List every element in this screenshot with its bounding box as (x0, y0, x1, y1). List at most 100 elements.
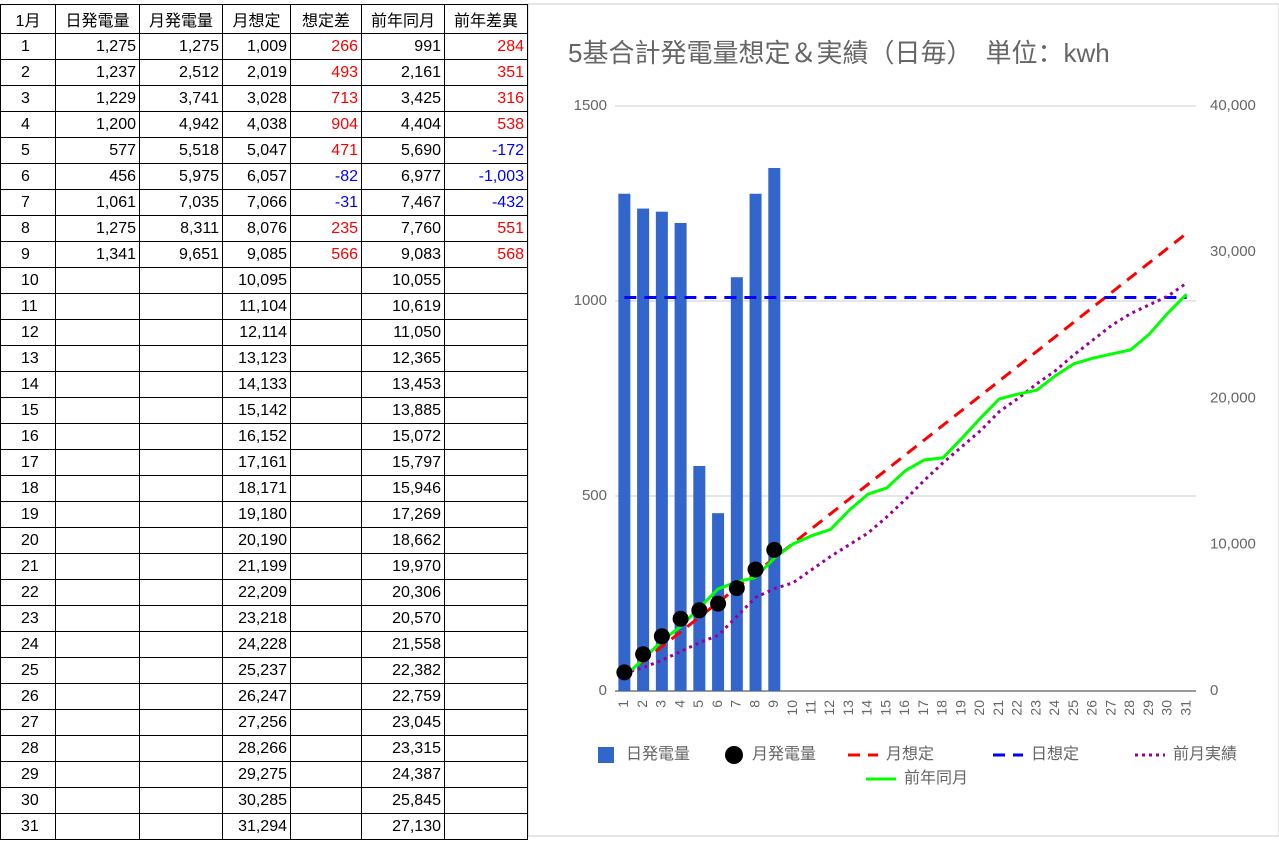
cell (139, 267, 223, 294)
cell: 16,152 (222, 423, 291, 450)
cell: 6,057 (222, 163, 291, 190)
cell: 5,518 (139, 137, 223, 164)
table-row: 17 17,161 15,797 (0, 449, 528, 476)
cell (55, 813, 140, 840)
chart-panel (528, 3, 1279, 837)
table-row: 9 1,341 9,651 9,085 566 9,083 568 (0, 241, 528, 268)
cell (55, 605, 140, 632)
cell: 23,218 (222, 605, 291, 632)
cell: 713 (290, 85, 362, 112)
cell (139, 553, 223, 580)
cell (444, 579, 528, 606)
cell: 566 (290, 241, 362, 268)
cell: 5,975 (139, 163, 223, 190)
cell: 5,690 (361, 137, 445, 164)
cell: 1,009 (222, 33, 291, 60)
cell: 12,114 (222, 319, 291, 346)
cell: 2,512 (139, 59, 223, 86)
table-row: 23 23,218 20,570 (0, 605, 528, 632)
x-tick-label: 30 (1159, 700, 1175, 716)
dot (728, 580, 745, 597)
table-row: 13 13,123 12,365 (0, 345, 528, 372)
cell (55, 397, 140, 424)
cell: 19,970 (361, 553, 445, 580)
table-row: 25 25,237 22,382 (0, 657, 528, 684)
cell: 20,306 (361, 579, 445, 606)
table-row: 4 1,200 4,942 4,038 904 4,404 538 (0, 111, 528, 138)
table-row: 21 21,199 19,970 (0, 553, 528, 580)
cell: 1,275 (139, 33, 223, 60)
cell (55, 319, 140, 346)
x-tick-label: 19 (952, 700, 968, 716)
cell (139, 709, 223, 736)
y2-tick-label: 40,000 (1210, 97, 1256, 114)
cell: 23,045 (361, 709, 445, 736)
y2-tick-label: 20,000 (1210, 389, 1256, 406)
bar (618, 193, 631, 691)
cell (139, 761, 223, 788)
cell (290, 553, 362, 580)
table-row: 11 11,104 10,619 (0, 293, 528, 320)
cell: 10,619 (361, 293, 445, 320)
cell (444, 475, 528, 502)
cell (139, 449, 223, 476)
cell: 27,130 (361, 813, 445, 840)
cell: 991 (361, 33, 445, 60)
table-row: 8 1,275 8,311 8,076 235 7,760 551 (0, 215, 528, 242)
x-tick-label: 27 (1102, 700, 1118, 716)
cell (444, 709, 528, 736)
line-series (623, 293, 1188, 678)
cell: -82 (290, 163, 362, 190)
cell: 904 (290, 111, 362, 138)
x-tick-label: 16 (896, 700, 912, 716)
cell: 1,200 (55, 111, 140, 138)
cell (290, 527, 362, 554)
data-table: 1月 日発電量 月発電量 月想定 想定差 前年同月 前年差異 1 1,275 1,275 1,009… (0, 4, 528, 840)
y-tick-label: 0 (599, 682, 607, 699)
cell: 22 (0, 579, 56, 606)
y2-tick-label: 10,000 (1210, 536, 1256, 553)
cell (290, 631, 362, 658)
cell: 16 (0, 423, 56, 450)
cell: -432 (444, 189, 528, 216)
cell (139, 527, 223, 554)
x-tick-label: 13 (840, 700, 856, 716)
legend-swatch (725, 746, 743, 764)
table-row: 3 1,229 3,741 3,028 713 3,425 316 (0, 85, 528, 112)
x-tick-label: 12 (821, 700, 837, 716)
cell: 8 (0, 215, 56, 242)
table-row: 26 26,247 22,759 (0, 683, 528, 710)
cell: 266 (290, 33, 362, 60)
cell: -31 (290, 189, 362, 216)
cell (55, 267, 140, 294)
legend-label: 月想定 (886, 745, 934, 763)
cell: 351 (444, 59, 528, 86)
cell: 22,382 (361, 657, 445, 684)
cell (290, 371, 362, 398)
x-tick-label: 7 (728, 700, 744, 708)
x-tick-label: 9 (765, 700, 781, 708)
dot (672, 610, 689, 627)
legend-swatch (598, 747, 614, 763)
cell (444, 501, 528, 528)
y2-tick-label: 30,000 (1210, 243, 1256, 260)
x-tick-label: 2 (634, 700, 650, 708)
cell: 31,294 (222, 813, 291, 840)
cell: 27,256 (222, 709, 291, 736)
table-row: 18 18,171 15,946 (0, 475, 528, 502)
bar (637, 208, 650, 691)
x-tick-label: 21 (990, 700, 1006, 716)
table-row: 12 12,114 11,050 (0, 319, 528, 346)
cell: 11,050 (361, 319, 445, 346)
cell (290, 319, 362, 346)
cell: 24,228 (222, 631, 291, 658)
cell: 20,190 (222, 527, 291, 554)
cell: 9,083 (361, 241, 445, 268)
cell: 21 (0, 553, 56, 580)
x-tick-label: 25 (1065, 700, 1081, 716)
header-cell: 月想定 (222, 4, 291, 34)
cell: 1,061 (55, 189, 140, 216)
cell: 11 (0, 293, 56, 320)
y-tick-label: 500 (582, 487, 607, 504)
